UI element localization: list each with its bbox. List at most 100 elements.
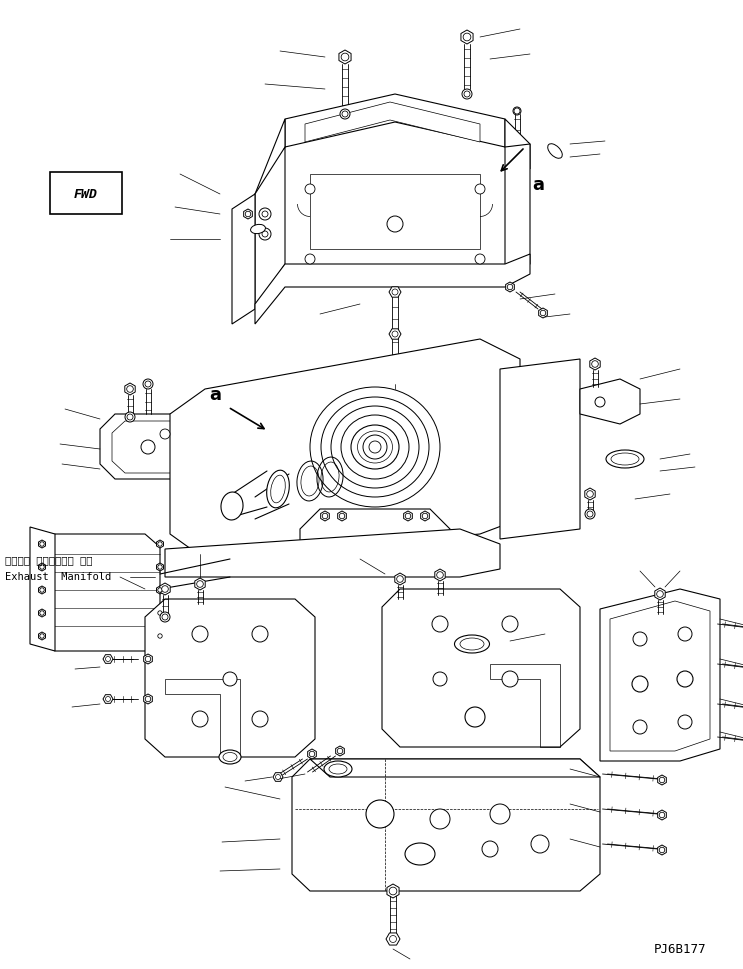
Polygon shape	[305, 103, 480, 142]
Circle shape	[392, 290, 398, 296]
Circle shape	[158, 588, 162, 593]
Polygon shape	[339, 51, 351, 65]
Circle shape	[197, 581, 204, 587]
Ellipse shape	[223, 753, 237, 762]
Circle shape	[659, 847, 665, 853]
Polygon shape	[292, 760, 600, 891]
Circle shape	[223, 672, 237, 686]
Polygon shape	[310, 760, 600, 777]
Polygon shape	[157, 541, 163, 548]
Polygon shape	[143, 654, 152, 665]
Circle shape	[40, 634, 44, 639]
Circle shape	[369, 442, 381, 453]
Circle shape	[678, 715, 692, 730]
Circle shape	[430, 809, 450, 829]
Circle shape	[387, 217, 403, 233]
Polygon shape	[300, 510, 450, 575]
Ellipse shape	[270, 476, 285, 503]
Polygon shape	[337, 512, 346, 521]
Circle shape	[252, 626, 268, 642]
Polygon shape	[157, 586, 163, 594]
Polygon shape	[580, 380, 640, 424]
Circle shape	[340, 514, 345, 519]
Circle shape	[40, 543, 44, 547]
Polygon shape	[382, 589, 580, 747]
Polygon shape	[195, 578, 205, 590]
Circle shape	[141, 441, 155, 454]
Circle shape	[587, 491, 594, 498]
Circle shape	[657, 591, 663, 598]
Circle shape	[192, 626, 208, 642]
Circle shape	[595, 397, 605, 408]
Polygon shape	[103, 695, 113, 703]
Circle shape	[106, 697, 111, 702]
Polygon shape	[389, 288, 401, 297]
Ellipse shape	[455, 636, 490, 653]
Polygon shape	[244, 209, 253, 220]
Ellipse shape	[405, 843, 435, 865]
Circle shape	[309, 752, 315, 757]
Circle shape	[633, 633, 647, 646]
Text: PJ6B177: PJ6B177	[654, 943, 707, 955]
Polygon shape	[421, 512, 429, 521]
Circle shape	[40, 565, 44, 570]
Circle shape	[677, 672, 693, 687]
Ellipse shape	[324, 762, 352, 777]
Circle shape	[158, 634, 162, 639]
Circle shape	[158, 611, 162, 615]
Circle shape	[475, 185, 485, 195]
Polygon shape	[336, 746, 344, 756]
Polygon shape	[232, 195, 255, 325]
Ellipse shape	[250, 225, 265, 234]
Circle shape	[514, 109, 520, 115]
Circle shape	[422, 514, 428, 519]
Ellipse shape	[548, 144, 562, 159]
Polygon shape	[125, 384, 135, 395]
Polygon shape	[506, 283, 514, 293]
Polygon shape	[160, 583, 170, 595]
Polygon shape	[157, 610, 163, 617]
FancyBboxPatch shape	[50, 172, 122, 215]
Circle shape	[405, 514, 411, 519]
Circle shape	[632, 676, 648, 692]
Polygon shape	[386, 933, 400, 945]
Circle shape	[465, 707, 485, 728]
Polygon shape	[600, 589, 720, 762]
Polygon shape	[658, 775, 666, 785]
Circle shape	[502, 616, 518, 633]
Circle shape	[392, 331, 398, 337]
Circle shape	[678, 627, 692, 641]
Polygon shape	[39, 633, 45, 641]
Ellipse shape	[611, 453, 639, 465]
Polygon shape	[500, 359, 580, 540]
Circle shape	[363, 435, 387, 459]
Polygon shape	[285, 95, 505, 148]
Polygon shape	[42, 535, 160, 651]
Polygon shape	[39, 541, 45, 548]
Ellipse shape	[357, 431, 392, 463]
Circle shape	[475, 255, 485, 265]
Circle shape	[158, 543, 162, 547]
Circle shape	[160, 429, 170, 440]
Circle shape	[145, 657, 151, 662]
Circle shape	[464, 92, 470, 98]
Text: FWD: FWD	[74, 187, 98, 201]
Circle shape	[106, 657, 111, 662]
Circle shape	[160, 612, 170, 622]
Circle shape	[337, 748, 343, 754]
Circle shape	[162, 586, 169, 593]
Circle shape	[513, 108, 521, 116]
Circle shape	[40, 611, 44, 615]
Text: a: a	[532, 175, 544, 194]
Ellipse shape	[221, 492, 243, 520]
Circle shape	[463, 34, 471, 42]
Polygon shape	[157, 633, 163, 641]
Circle shape	[276, 774, 281, 780]
Polygon shape	[145, 600, 315, 757]
Circle shape	[502, 672, 518, 687]
Circle shape	[40, 588, 44, 593]
Polygon shape	[165, 529, 500, 578]
Circle shape	[145, 697, 151, 702]
Ellipse shape	[329, 765, 347, 774]
Circle shape	[262, 232, 268, 237]
